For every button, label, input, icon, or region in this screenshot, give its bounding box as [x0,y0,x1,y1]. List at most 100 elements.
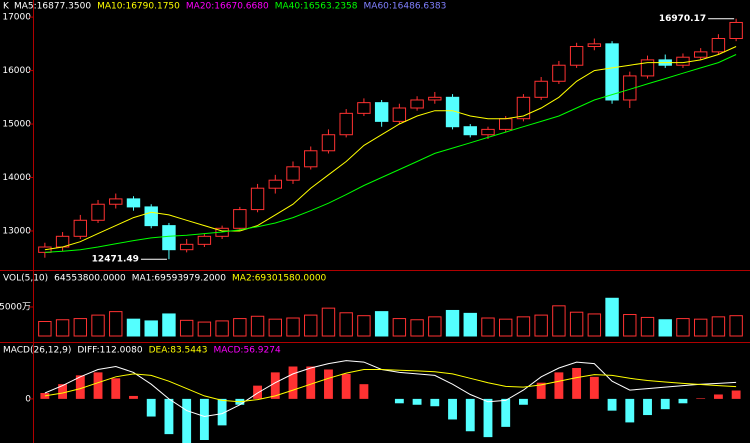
y-tick-label: 0 [25,394,31,404]
legend-entry: MA10:16790.1750 [97,2,180,12]
volume-bar [286,317,300,337]
volume-bar [463,312,477,337]
volume-bar [162,313,176,337]
legend-entry: VOL(5,10) [3,274,48,284]
indicator-line [44,369,737,403]
candle-body [463,126,477,136]
volume-bar [445,309,460,337]
candle-body [534,80,548,98]
annotation: 12471.49 [92,255,139,265]
volume-bar [587,313,602,337]
volume-bar [658,319,672,337]
candle-body [233,209,247,229]
plot-area [38,18,743,260]
volume-bar [676,318,690,337]
volume-bar [481,317,495,337]
indicator-line [44,54,737,253]
candle-body [711,37,726,53]
candle-body [321,134,336,152]
volume-bar [268,318,282,337]
candle-body [569,46,584,66]
legend-entry: 64553800.0000 [54,274,126,284]
panel-label: K [3,2,10,12]
candle-body [605,43,619,101]
candle-body [304,150,318,168]
candle-body [481,128,495,136]
candle-body [144,206,158,227]
candle-body [410,99,424,109]
candle-body [693,51,708,58]
candle-body [640,59,655,77]
volume-bar [233,318,247,337]
candle-body [676,56,690,66]
annotation: 16970.17 [659,14,706,24]
candle-body [91,203,105,221]
volume-bar [55,319,70,337]
volume-bar [569,311,584,337]
candle-body [286,166,300,181]
volume-bar [179,319,194,337]
indicator-line [44,46,737,251]
legend-entry: MA40:16563.2358 [275,2,358,12]
volume-bar [428,316,442,337]
candle-body [250,187,265,211]
candle-body [162,225,176,251]
y-tick-label: 15000 [2,120,31,130]
volume-bar [197,321,212,337]
legend-entry: MA1:69593979.2000 [132,274,227,284]
indicator-line [44,360,737,418]
y-tick-label: 16000 [2,66,31,76]
volume-bar [215,320,229,337]
candle-body [552,64,566,82]
volume-bar [640,316,655,337]
volume-bar [410,319,424,337]
candle-body [109,198,123,205]
volume-bar [304,314,318,337]
candle-body [392,107,407,122]
candle-body [268,179,282,189]
candle-body [357,102,371,114]
volume-bar [250,315,265,337]
volume-bar [693,318,708,337]
candle-body [126,198,141,208]
legend-entry: MACD(26,12,9) [3,346,71,356]
legend-entry: DIFF:112.0080 [77,346,142,356]
volume-bar [516,316,531,337]
candle-body [428,96,442,101]
volume-bar [357,315,371,337]
legend-entry: MA20:16670.6680 [186,2,269,12]
volume-bar [38,320,52,337]
legend-entry: MA5:16877.3500 [14,2,91,12]
plot-area [40,360,741,443]
y-tick-label: 14000 [2,173,31,183]
volume-bar [605,297,619,337]
volume-bar [623,314,637,337]
volume-bar [534,314,548,337]
volume-bar [729,315,743,337]
legend-entry: MA2:69301580.0000 [232,274,327,284]
candle-body [73,219,88,237]
volume-bar [392,318,407,337]
candle-body [729,21,743,39]
volume-bar [73,318,88,337]
volume-bar [109,311,123,337]
volume-bar [91,314,105,337]
candle-body [445,96,460,128]
legend-entry: MACD:56.9274 [213,346,281,356]
volume-bar [711,316,726,337]
volume-bar [321,307,336,337]
volume-bar [126,318,141,337]
volume-bar [339,312,353,337]
legend-entry: MA60:16486.6383 [364,2,447,12]
candle-body [197,235,212,245]
y-tick-label: 13000 [2,226,31,236]
volume-bar [552,305,566,337]
y-tick-label: 5000万 [0,302,31,312]
candle-body [587,43,602,48]
candle-body [179,243,194,251]
volume-bar [374,311,389,337]
candle-body [499,118,513,130]
y-tick-label: 17000 [2,13,31,23]
plot-area [38,297,743,337]
